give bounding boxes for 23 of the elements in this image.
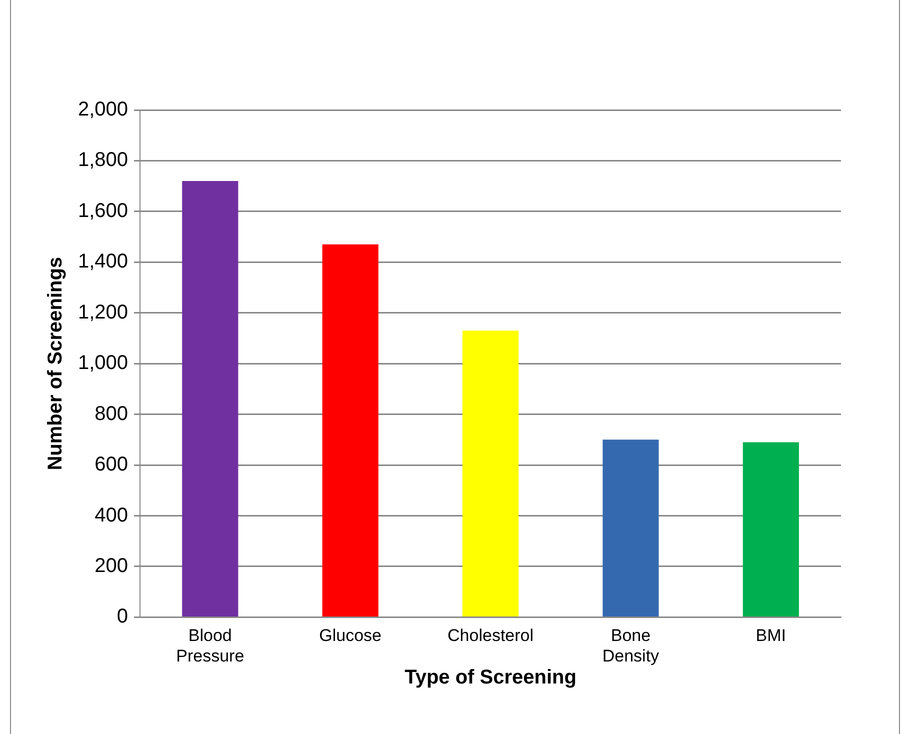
y-tick-label: 400	[94, 504, 128, 526]
y-tick-label: 600	[94, 454, 128, 476]
y-tick-label: 1,600	[78, 200, 128, 222]
y-tick-label: 800	[94, 402, 128, 425]
bar	[602, 440, 659, 616]
bar	[322, 244, 378, 616]
y-tick-label: 200	[94, 554, 128, 577]
y-tick-label: 1,000	[78, 352, 128, 374]
x-axis-title: Type of Screening	[404, 666, 576, 689]
y-axis-title: Number of Screenings	[44, 256, 67, 470]
bar	[462, 330, 519, 616]
x-tick-label: Blood Pressure	[176, 626, 244, 666]
x-tick-label: Bone Density	[602, 626, 660, 666]
y-tick-label: 1,400	[78, 250, 128, 273]
y-tick-label: 2,000	[78, 98, 128, 121]
x-tick-label: Glucose	[319, 626, 382, 646]
bar	[742, 442, 799, 616]
y-tick-label: 0	[116, 606, 128, 628]
bar	[182, 181, 238, 616]
x-tick-label: Cholesterol	[448, 626, 534, 646]
y-tick-label: 1,200	[78, 301, 128, 324]
x-tick-label: BMI	[756, 626, 786, 646]
y-tick-label: 1,800	[78, 149, 128, 172]
